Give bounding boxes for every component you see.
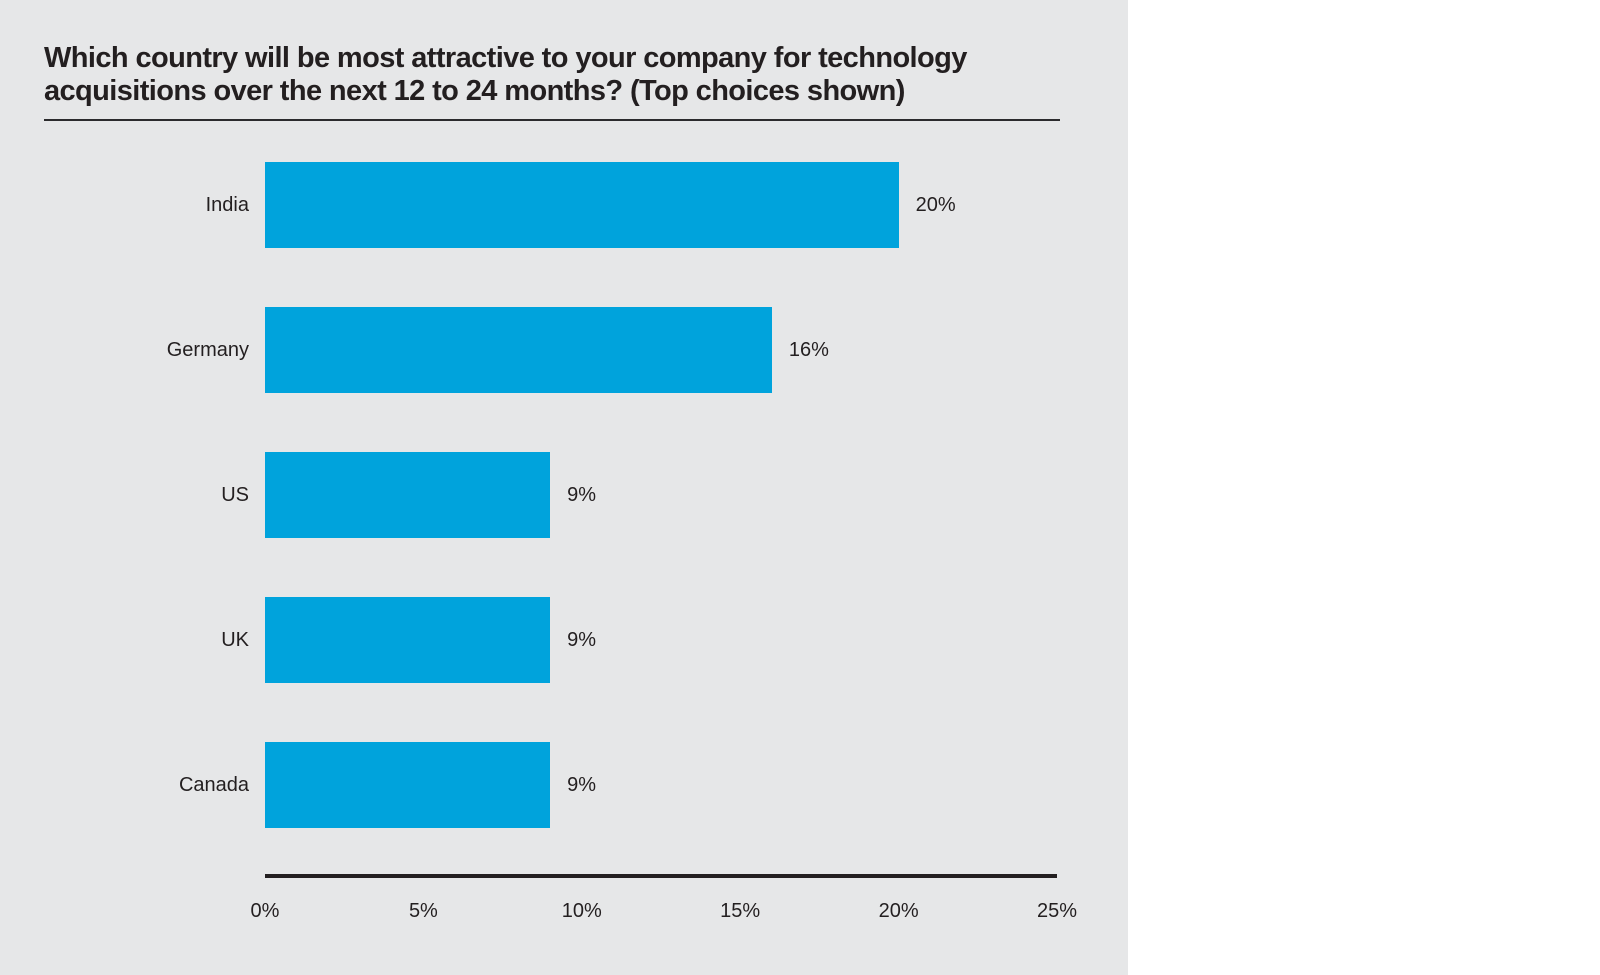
chart-panel: Which country will be most attractive to… bbox=[0, 0, 1128, 975]
category-label: Germany bbox=[166, 338, 249, 361]
chart-title-line-1: Which country will be most attractive to… bbox=[44, 42, 967, 74]
category-label: India bbox=[205, 193, 249, 216]
chart-title-line-2: acquisitions over the next 12 to 24 mont… bbox=[44, 75, 905, 107]
title-underline bbox=[44, 119, 1060, 121]
x-axis-line bbox=[265, 874, 1057, 878]
x-axis-tick-label: 15% bbox=[720, 900, 761, 922]
x-axis-tick-label: 25% bbox=[1036, 900, 1078, 922]
value-label: 9% bbox=[567, 483, 597, 506]
bar-row: Germany 16% bbox=[44, 307, 1104, 393]
value-label: 9% bbox=[567, 773, 597, 796]
bar-chart: India 20% Germany 16% US 9% UK 9% Canada 9% 0% 5% 1… bbox=[44, 162, 1104, 924]
value-label: 16% bbox=[788, 338, 829, 361]
x-axis-tick-label: 5% bbox=[408, 900, 438, 922]
bar-row: Canada 9% bbox=[44, 742, 1104, 828]
category-label: UK bbox=[221, 628, 249, 651]
bar bbox=[265, 597, 551, 683]
x-axis: 0% 5% 10% 15% 20% 25% bbox=[251, 900, 1077, 924]
category-label: US bbox=[221, 483, 249, 506]
bar bbox=[265, 307, 772, 393]
category-label: Canada bbox=[178, 773, 249, 796]
value-label: 9% bbox=[567, 628, 597, 651]
chart-title: Which country will be most attractive to… bbox=[44, 42, 1128, 108]
bar bbox=[265, 162, 899, 248]
bar-rows: India 20% Germany 16% US 9% UK 9% Canada 9% bbox=[44, 162, 1104, 828]
x-axis-tick-label: 0% bbox=[250, 900, 280, 922]
bar-row: UK 9% bbox=[44, 597, 1104, 683]
x-axis-tick-label: 10% bbox=[561, 900, 602, 922]
bar bbox=[265, 452, 551, 538]
bar-row: India 20% bbox=[44, 162, 1104, 248]
value-label: 20% bbox=[915, 193, 956, 216]
bar bbox=[265, 742, 551, 828]
x-axis-tick-label: 20% bbox=[878, 900, 919, 922]
bar-row: US 9% bbox=[44, 452, 1104, 538]
